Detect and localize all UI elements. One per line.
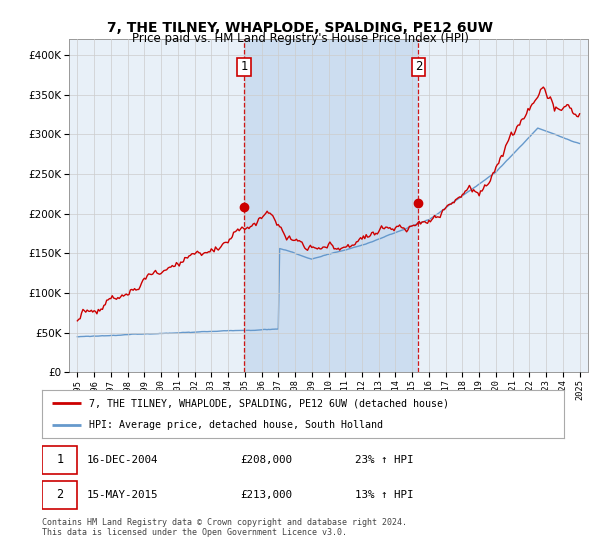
Text: 2: 2 (415, 60, 422, 73)
Text: 15-MAY-2015: 15-MAY-2015 (86, 490, 158, 500)
Text: £213,000: £213,000 (241, 490, 292, 500)
Text: 2: 2 (56, 488, 64, 501)
Text: 1: 1 (241, 60, 248, 73)
Text: 23% ↑ HPI: 23% ↑ HPI (355, 455, 414, 465)
Text: Price paid vs. HM Land Registry's House Price Index (HPI): Price paid vs. HM Land Registry's House … (131, 32, 469, 45)
Text: 1: 1 (56, 454, 64, 466)
FancyBboxPatch shape (42, 446, 77, 474)
Text: HPI: Average price, detached house, South Holland: HPI: Average price, detached house, Sout… (89, 420, 383, 430)
Text: 7, THE TILNEY, WHAPLODE, SPALDING, PE12 6UW (detached house): 7, THE TILNEY, WHAPLODE, SPALDING, PE12 … (89, 398, 449, 408)
Text: £208,000: £208,000 (241, 455, 292, 465)
FancyBboxPatch shape (42, 481, 77, 509)
Text: 16-DEC-2004: 16-DEC-2004 (86, 455, 158, 465)
Text: 13% ↑ HPI: 13% ↑ HPI (355, 490, 414, 500)
Text: Contains HM Land Registry data © Crown copyright and database right 2024.
This d: Contains HM Land Registry data © Crown c… (42, 518, 407, 538)
Bar (244, 39, 418, 372)
Text: 7, THE TILNEY, WHAPLODE, SPALDING, PE12 6UW: 7, THE TILNEY, WHAPLODE, SPALDING, PE12 … (107, 21, 493, 35)
